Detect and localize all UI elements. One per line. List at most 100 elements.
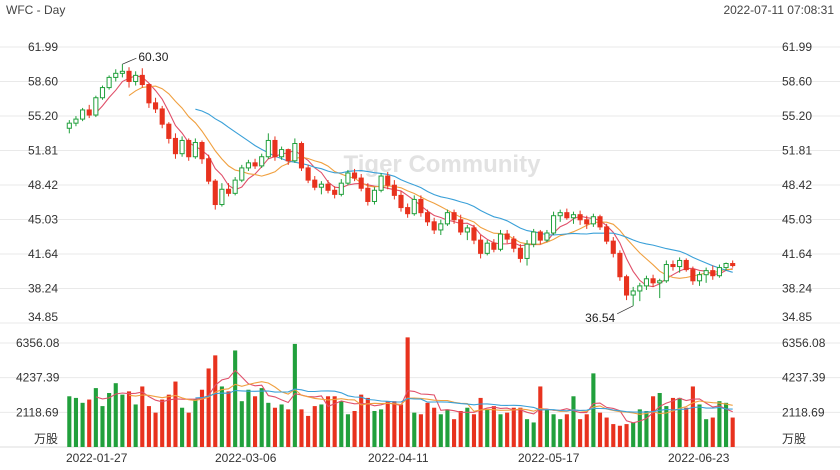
candle-down	[564, 212, 570, 219]
volume-bar-down	[405, 337, 410, 447]
ma-mid-line	[128, 381, 733, 415]
candle-down	[298, 143, 305, 169]
volume-bar-up	[279, 404, 284, 447]
volume-bar-down	[432, 407, 437, 447]
candle-up	[703, 270, 709, 276]
high-marker-line	[122, 57, 137, 65]
volume-bar-down	[272, 407, 278, 447]
candle-up	[557, 212, 563, 217]
volume-bar-up	[697, 404, 702, 447]
volume-tick-label-left: 2118.69	[16, 405, 59, 419]
candle-down	[312, 179, 318, 188]
volume-tick-label-right: 2118.69	[782, 405, 825, 419]
candle-down	[650, 278, 656, 284]
price-tick-label-left: 34.85	[28, 310, 58, 324]
volume-bar-up	[558, 419, 563, 447]
candle-down	[86, 109, 92, 116]
volume-bar-down	[730, 417, 735, 447]
candle-up	[338, 182, 344, 195]
candle-up	[119, 70, 125, 74]
volume-bar-up	[113, 383, 118, 447]
candle-down	[152, 102, 159, 110]
volume-bar-down	[604, 417, 609, 447]
date-tick-label: 2022-01-27	[66, 451, 128, 465]
candle-down	[206, 158, 212, 182]
candle-up	[544, 232, 550, 241]
candle-down	[617, 252, 623, 278]
volume-bar-up	[551, 414, 556, 447]
low-price-label: 36.54	[585, 311, 615, 325]
candle-down	[418, 198, 424, 214]
candle-up	[259, 156, 265, 167]
moving-average-lines	[95, 75, 733, 288]
axis-labels: 61.99 61.99 58.60 58.60 55.20 55.20 51.81 51.81…	[16, 40, 826, 465]
volume-bar-up	[657, 393, 662, 447]
volume-bar-down	[226, 391, 231, 447]
candle-down	[517, 247, 523, 259]
volume-bar-down	[146, 406, 151, 447]
volume-bar-up	[379, 409, 384, 447]
volume-bar-down	[458, 411, 463, 447]
volume-bar-up	[80, 402, 85, 447]
volume-bar-up	[233, 350, 238, 447]
candle-up	[371, 189, 378, 202]
candle-up	[524, 243, 530, 259]
volume-bar-up	[524, 419, 530, 447]
volume-bar-up	[120, 394, 125, 447]
volume-bar-down	[325, 396, 331, 447]
ma-fast-line	[95, 369, 733, 424]
volume-bar-up	[73, 397, 79, 447]
high-price-label: 60.30	[138, 50, 168, 64]
volume-bar-up	[266, 402, 271, 447]
volume-bar-down	[199, 389, 205, 447]
candle-up	[531, 231, 537, 245]
volume-bar-up	[239, 401, 244, 447]
candle-down	[683, 259, 689, 271]
volume-bar-down	[160, 399, 165, 447]
candle-down	[405, 207, 411, 215]
candle-up	[106, 76, 112, 89]
volume-bar-down	[299, 409, 304, 447]
price-tick-label-right: 45.03	[782, 212, 812, 226]
volume-bar-down	[306, 415, 311, 447]
volume-bar-down	[491, 406, 496, 447]
volume-bar-up	[664, 406, 669, 447]
price-tick-label-left: 38.24	[28, 282, 58, 296]
volume-bar-down	[471, 414, 477, 447]
candle-up	[696, 274, 703, 282]
price-tick-label-right: 58.60	[782, 74, 812, 88]
volume-unit-label-left: 万股	[34, 432, 58, 446]
candle-up	[464, 227, 470, 233]
volume-bar-down	[206, 368, 211, 447]
volume-bar-up	[345, 414, 350, 447]
candle-down	[358, 177, 364, 189]
volume-bar-down	[617, 425, 622, 447]
volume-bar-up	[485, 409, 490, 447]
candle-up	[444, 212, 450, 225]
price-tick-label-left: 61.99	[28, 40, 58, 54]
volume-unit-label-right: 万股	[782, 432, 806, 446]
candle-down	[471, 227, 477, 241]
volume-bar-down	[385, 401, 390, 447]
date-tick-label: 2022-06-23	[668, 451, 730, 465]
volume-bar-up	[438, 414, 443, 447]
candle-up	[484, 242, 490, 254]
candle-up	[245, 162, 251, 169]
price-tick-label-right: 51.81	[782, 144, 812, 158]
volume-bar-down	[505, 412, 510, 447]
volume-bar-up	[723, 402, 729, 447]
candle-down	[604, 226, 610, 242]
volume-bar-up	[677, 397, 682, 447]
volume-bar-up	[571, 396, 576, 447]
candle-up	[643, 278, 650, 287]
candle-up	[570, 214, 577, 219]
price-tick-label-left: 45.03	[28, 212, 58, 226]
candle-down	[431, 221, 437, 231]
volume-bar-down	[332, 396, 337, 447]
candle-up	[378, 175, 384, 191]
volume-bar-up	[339, 401, 344, 447]
volume-bar-up	[219, 386, 224, 447]
chart-title: WFC - Day	[6, 3, 66, 17]
volume-bar-up	[445, 409, 450, 447]
